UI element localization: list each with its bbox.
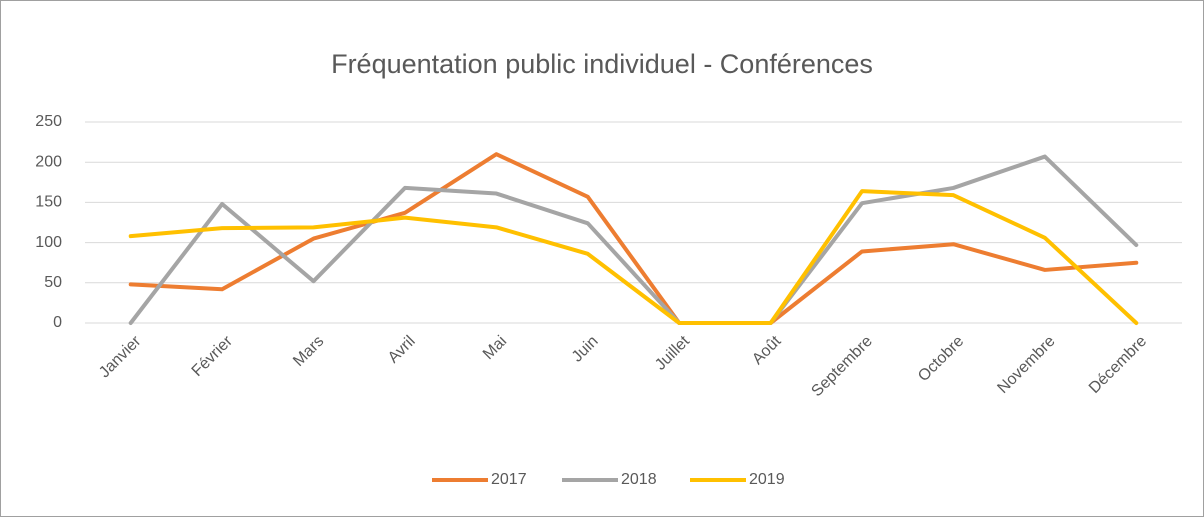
y-tick-label: 200: [35, 153, 62, 170]
legend-label: 2019: [749, 471, 785, 488]
y-tick-label: 100: [35, 234, 62, 251]
y-tick-label: 50: [44, 274, 62, 291]
y-tick-label: 0: [53, 314, 62, 331]
legend-label: 2017: [491, 471, 527, 488]
legend-label: 2018: [621, 471, 657, 488]
chart-title: Fréquentation public individuel - Confér…: [331, 49, 873, 79]
line-series: [128, 154, 1139, 325]
y-tick-label: 250: [35, 113, 62, 130]
line-series: [128, 152, 1139, 325]
y-tick-label: 150: [35, 194, 62, 211]
line-series: [128, 189, 1139, 325]
